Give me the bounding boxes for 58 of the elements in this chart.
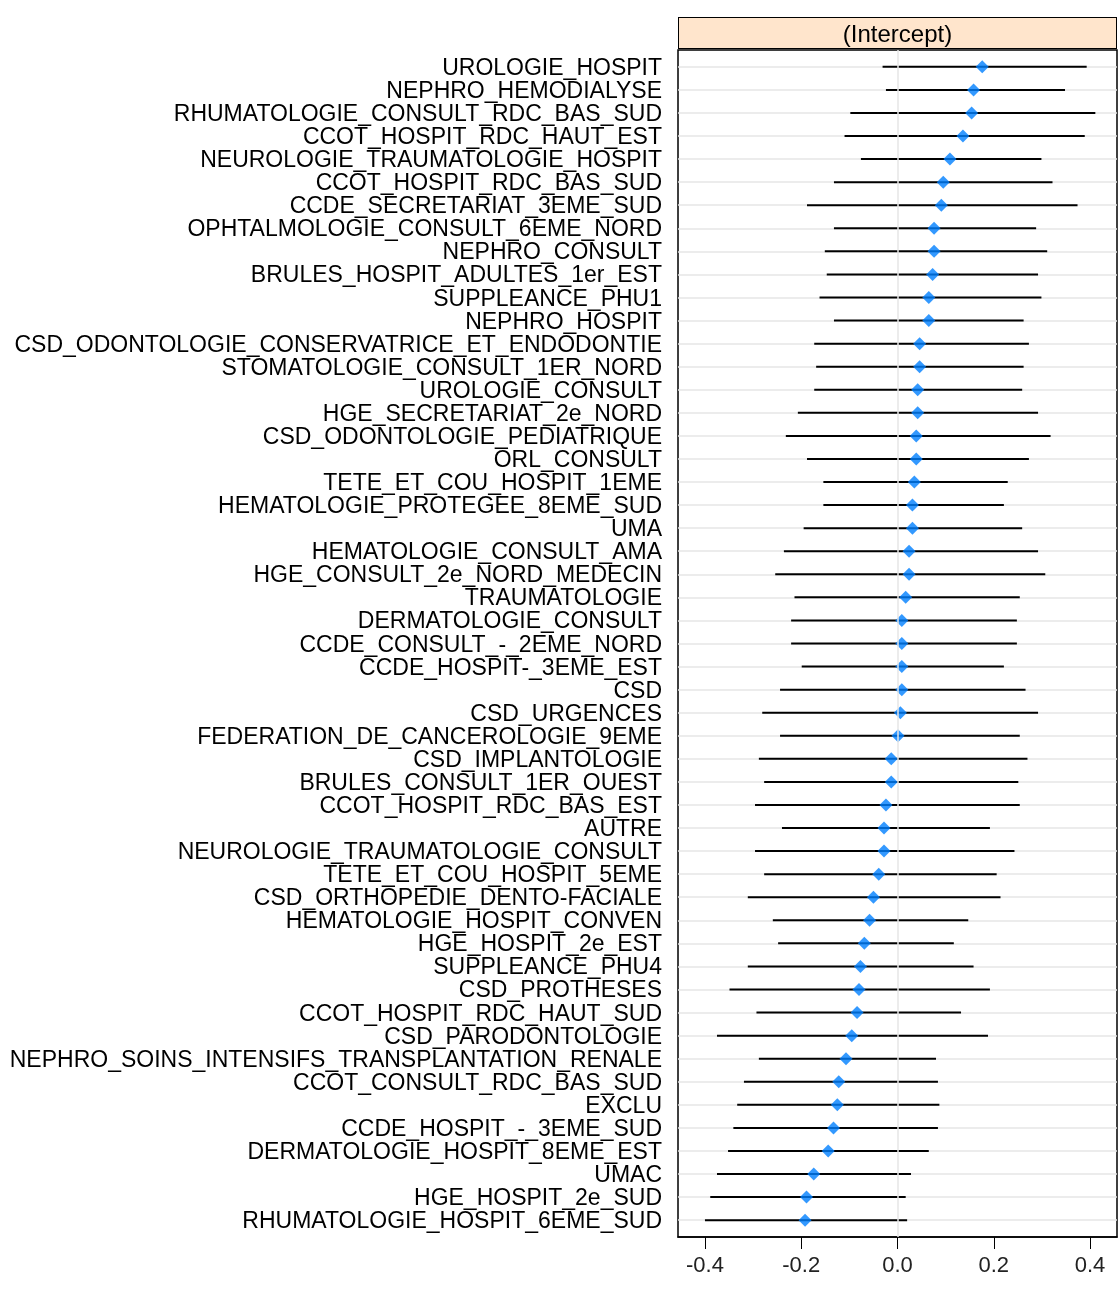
point <box>911 406 925 420</box>
y-tick-label: HGE_HOSPIT_2e_SUD <box>414 1184 662 1211</box>
point <box>922 291 936 304</box>
point <box>956 129 970 143</box>
point <box>911 383 925 397</box>
point <box>909 452 923 466</box>
point <box>857 936 871 950</box>
x-tick-label: -0.4 <box>686 1251 724 1277</box>
point <box>884 752 898 766</box>
point <box>907 475 921 489</box>
y-tick-label: NEUROLOGIE_TRAUMATOLOGIE_CONSULT <box>177 838 662 865</box>
point <box>821 1144 835 1158</box>
chart-title: (Intercept) <box>678 17 1117 49</box>
point <box>936 175 950 189</box>
point <box>852 983 866 996</box>
x-tick-label: -0.2 <box>782 1251 821 1277</box>
point <box>902 544 916 558</box>
point <box>877 821 891 835</box>
point <box>807 1167 821 1181</box>
point <box>832 1075 846 1089</box>
point <box>927 221 941 235</box>
point <box>927 244 941 258</box>
point <box>926 267 940 281</box>
point <box>909 429 923 443</box>
x-tick-label: 0.4 <box>1074 1251 1106 1277</box>
x-tick-label: 0.2 <box>978 1251 1010 1277</box>
y-tick-label: UROLOGIE_HOSPIT <box>442 53 662 80</box>
y-tick-label: DERMATOLOGIE_CONSULT <box>357 607 662 634</box>
point <box>975 60 989 74</box>
point <box>913 360 927 374</box>
x-tick-label: 0.0 <box>882 1251 913 1277</box>
point <box>863 913 877 927</box>
point <box>826 1121 840 1135</box>
point <box>965 106 979 120</box>
point <box>850 1006 864 1020</box>
point <box>879 798 893 812</box>
point <box>872 867 886 881</box>
point <box>839 1052 853 1066</box>
point <box>913 337 927 351</box>
point <box>922 314 936 328</box>
point <box>905 521 919 535</box>
point <box>830 1098 844 1112</box>
point <box>934 198 948 212</box>
point <box>967 83 981 97</box>
y-tick-label: HEMATOLOGIE_CONSULT_AMA <box>311 538 663 565</box>
point <box>943 152 957 166</box>
point <box>899 590 913 604</box>
point <box>853 959 867 973</box>
point <box>800 1190 814 1204</box>
point <box>798 1213 812 1227</box>
point <box>884 775 898 789</box>
point <box>905 498 919 512</box>
y-tick-label: CSD_URGENCES <box>470 699 662 726</box>
point <box>866 890 880 904</box>
point <box>902 567 916 581</box>
y-tick-label: CCDE_HOSPIT_-_3EME_SUD <box>341 1114 662 1141</box>
point <box>845 1029 859 1043</box>
point <box>877 844 891 858</box>
